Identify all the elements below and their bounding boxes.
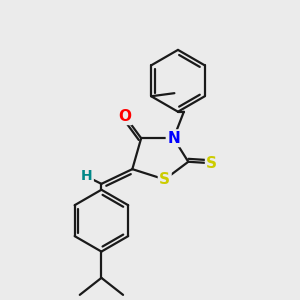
Text: S: S bbox=[159, 172, 170, 187]
Text: H: H bbox=[81, 169, 92, 184]
Text: N: N bbox=[167, 131, 180, 146]
Text: O: O bbox=[118, 109, 131, 124]
Text: S: S bbox=[206, 156, 217, 171]
